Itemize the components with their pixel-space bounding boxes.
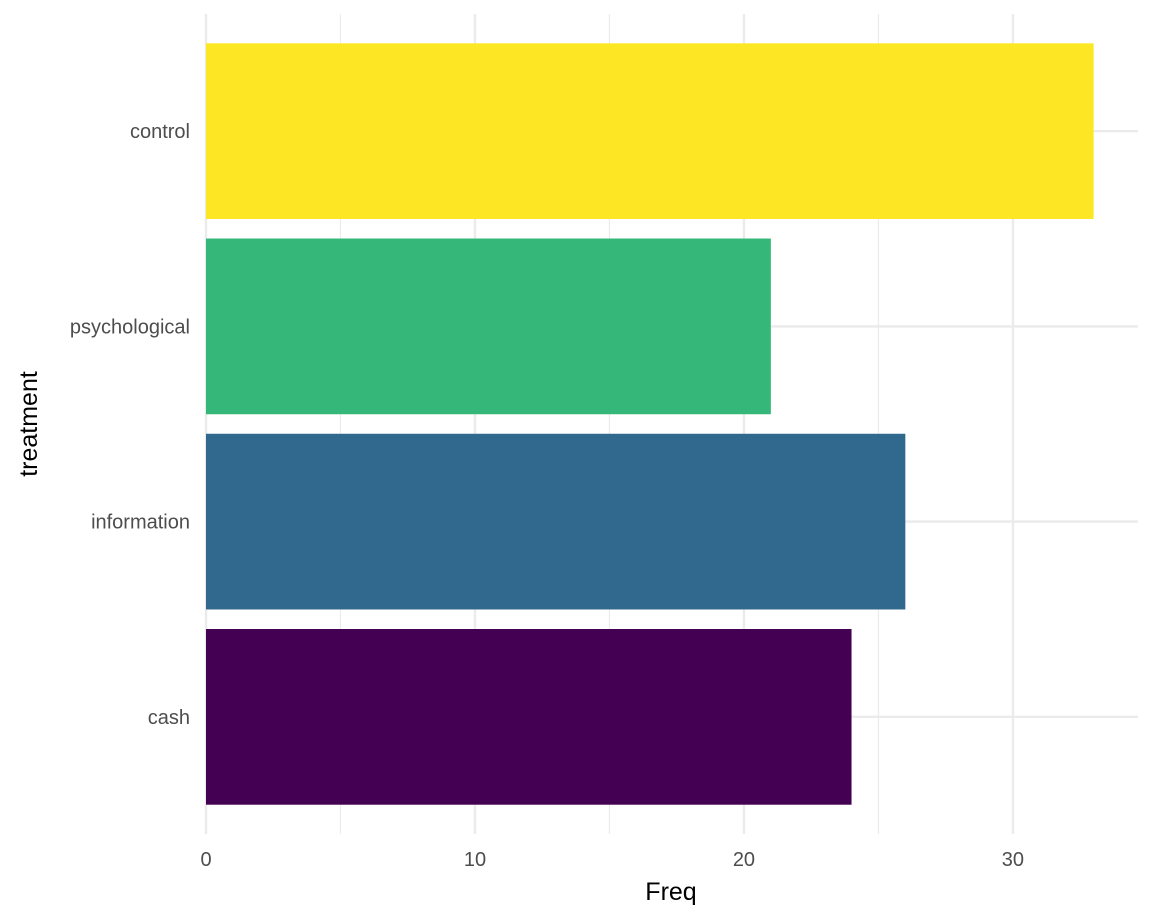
y-axis-tick-labels: cash information psychological control bbox=[70, 121, 190, 729]
bars bbox=[206, 43, 1094, 805]
bar-information bbox=[206, 433, 906, 610]
x-axis-tick-labels: 0 10 20 30 bbox=[200, 849, 1024, 871]
bar-psychological bbox=[206, 238, 771, 415]
y-tick-label: information bbox=[91, 512, 190, 534]
x-tick-label: 30 bbox=[1002, 849, 1024, 871]
x-tick-label: 10 bbox=[464, 849, 486, 871]
y-axis-title: treatment bbox=[15, 371, 43, 477]
y-tick-label: cash bbox=[148, 707, 190, 729]
y-tick-label: control bbox=[130, 121, 190, 143]
y-tick-label: psychological bbox=[70, 316, 190, 338]
bar-cash bbox=[206, 629, 852, 805]
bar-control bbox=[206, 43, 1094, 220]
x-tick-label: 20 bbox=[733, 849, 755, 871]
x-axis-title: Freq bbox=[645, 878, 696, 906]
x-tick-label: 0 bbox=[200, 849, 211, 871]
